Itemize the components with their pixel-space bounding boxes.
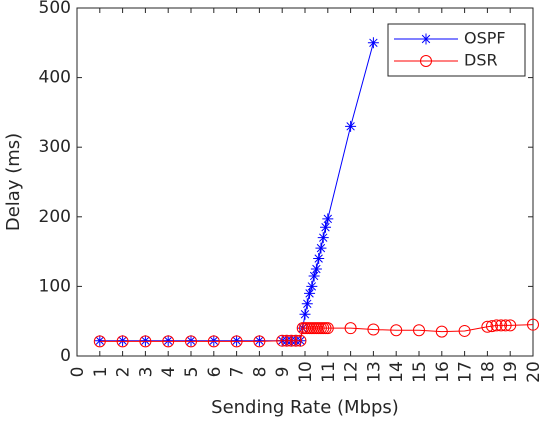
marker bbox=[139, 335, 151, 347]
marker bbox=[481, 320, 494, 333]
x-tick-label: 16 bbox=[433, 361, 453, 383]
marker bbox=[230, 335, 243, 348]
y-tick-label: 400 bbox=[39, 68, 71, 88]
marker bbox=[139, 335, 152, 348]
legend-marker bbox=[420, 33, 432, 45]
x-tick-label: 9 bbox=[273, 367, 293, 378]
marker bbox=[367, 323, 380, 336]
marker bbox=[280, 334, 293, 347]
marker bbox=[94, 335, 106, 347]
marker bbox=[345, 120, 357, 132]
marker bbox=[117, 335, 129, 347]
legend-box bbox=[387, 23, 526, 77]
marker bbox=[367, 37, 379, 49]
marker bbox=[485, 320, 498, 333]
x-tick-label: 0 bbox=[68, 367, 88, 378]
marker bbox=[231, 335, 243, 347]
marker bbox=[285, 334, 298, 347]
marker bbox=[490, 319, 503, 332]
marker bbox=[185, 335, 197, 348]
x-tick-label: 12 bbox=[342, 361, 362, 383]
legend-text: DSR bbox=[464, 51, 498, 70]
marker bbox=[299, 308, 311, 320]
x-tick-label: 14 bbox=[387, 361, 407, 383]
marker bbox=[294, 334, 307, 347]
marker bbox=[527, 318, 539, 331]
marker bbox=[390, 324, 403, 337]
y-tick-label: 300 bbox=[39, 137, 71, 157]
marker bbox=[276, 334, 289, 347]
legend-text: OSPF bbox=[464, 29, 506, 48]
x-tick-label: 4 bbox=[159, 367, 179, 378]
marker bbox=[304, 287, 316, 299]
marker bbox=[208, 335, 220, 347]
x-tick-label: 20 bbox=[524, 361, 543, 383]
marker bbox=[499, 319, 512, 332]
marker bbox=[162, 335, 174, 347]
marker bbox=[253, 335, 266, 348]
y-tick-label: 200 bbox=[39, 207, 71, 227]
marker bbox=[185, 335, 197, 347]
x-tick-label: 10 bbox=[296, 361, 316, 383]
marker bbox=[301, 298, 313, 310]
y-tick-label: 500 bbox=[39, 0, 71, 18]
legend-marker bbox=[420, 55, 432, 67]
marker bbox=[306, 280, 318, 292]
marker bbox=[321, 322, 334, 335]
marker bbox=[320, 221, 332, 233]
marker bbox=[315, 242, 327, 254]
x-tick-label: 15 bbox=[410, 361, 430, 383]
x-tick-label: 13 bbox=[364, 361, 384, 383]
marker bbox=[308, 270, 320, 282]
marker bbox=[93, 335, 106, 348]
x-tick-label: 17 bbox=[456, 361, 476, 383]
x-tick-label: 3 bbox=[136, 367, 156, 378]
x-tick-label: 1 bbox=[91, 367, 111, 378]
marker bbox=[207, 335, 220, 348]
marker bbox=[310, 263, 322, 275]
x-tick-label: 19 bbox=[501, 361, 521, 383]
x-tick-label: 2 bbox=[114, 367, 134, 378]
marker bbox=[253, 335, 265, 347]
x-tick-label: 7 bbox=[228, 367, 248, 378]
marker bbox=[458, 324, 471, 337]
x-tick-label: 5 bbox=[182, 367, 202, 378]
marker bbox=[344, 322, 357, 335]
marker bbox=[162, 335, 175, 348]
x-axis-label: Sending Rate (Mbps) bbox=[211, 397, 399, 418]
marker bbox=[313, 253, 325, 265]
marker bbox=[495, 319, 508, 332]
x-tick-label: 11 bbox=[319, 361, 339, 383]
x-tick-label: 6 bbox=[205, 367, 225, 378]
y-tick-label: 0 bbox=[60, 346, 71, 366]
x-tick-label: 8 bbox=[250, 367, 270, 378]
marker bbox=[322, 213, 334, 225]
y-tick-label: 100 bbox=[39, 276, 71, 296]
x-tick-label: 18 bbox=[478, 361, 498, 383]
marker bbox=[116, 335, 129, 348]
marker bbox=[413, 324, 425, 337]
marker bbox=[317, 232, 329, 244]
y-axis-label: Delay (ms) bbox=[3, 133, 24, 231]
marker bbox=[504, 319, 517, 332]
marker bbox=[289, 334, 302, 347]
marker bbox=[435, 325, 448, 338]
